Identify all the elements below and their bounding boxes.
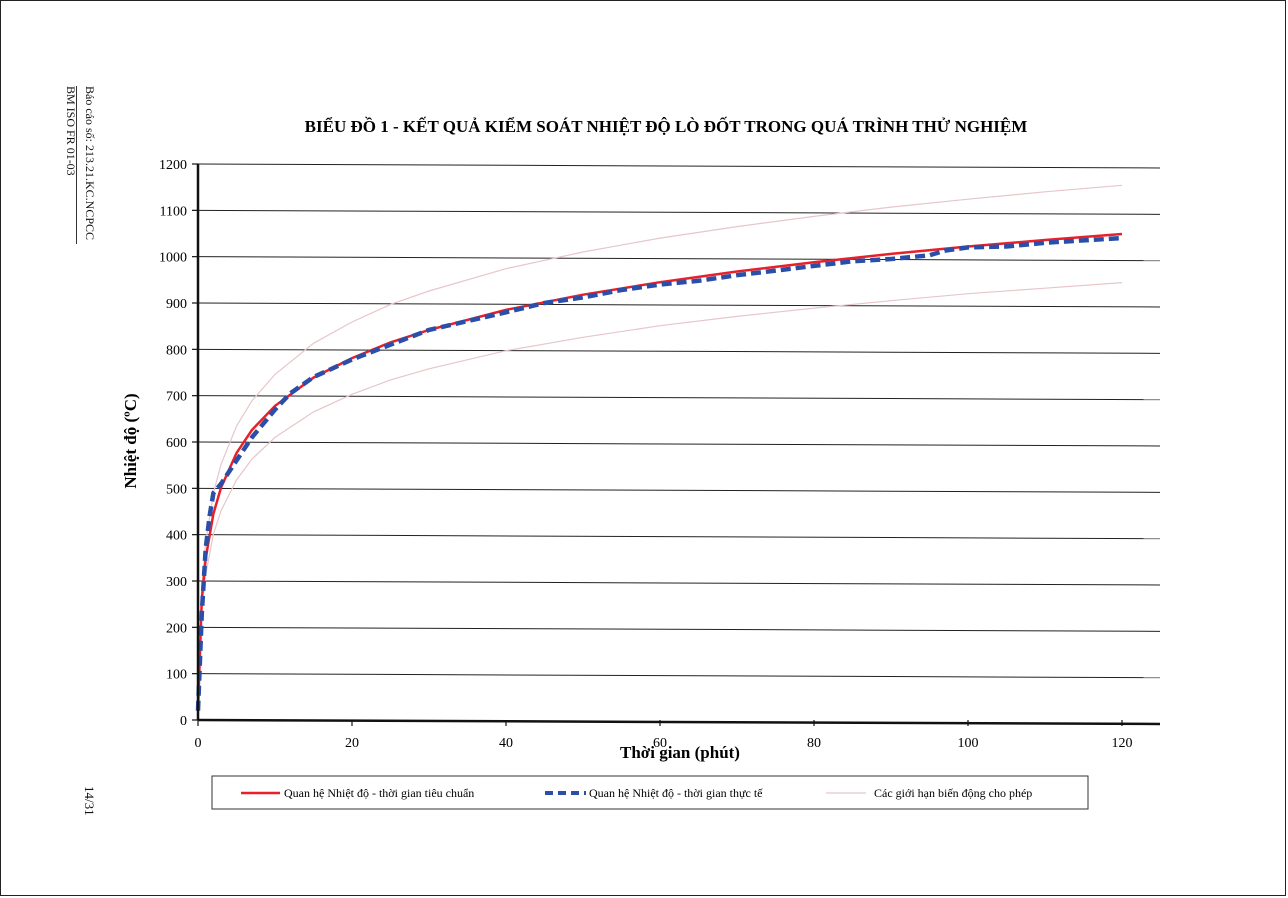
gridline-y-200 bbox=[197, 626, 1161, 632]
gridline-y-100 bbox=[197, 673, 1161, 679]
gridline-y-300 bbox=[197, 580, 1161, 586]
y-tick-label-600: 600 bbox=[166, 436, 187, 451]
y-tick-label-800: 800 bbox=[166, 343, 187, 358]
x-tick-label-40: 40 bbox=[499, 736, 513, 751]
legend-box bbox=[211, 775, 1089, 810]
gridline-y-1100 bbox=[197, 209, 1161, 215]
y-tick-label-900: 900 bbox=[166, 297, 187, 312]
gridline-y-700 bbox=[197, 395, 1161, 401]
y-tick-label-400: 400 bbox=[166, 529, 187, 544]
gridline-y-400 bbox=[197, 534, 1161, 540]
x-tick-label-20: 20 bbox=[345, 736, 359, 751]
axes bbox=[192, 163, 1161, 726]
gridline-y-1200 bbox=[197, 163, 1161, 169]
series-layer bbox=[195, 184, 1123, 712]
y-tick-label-500: 500 bbox=[166, 482, 187, 497]
x-tick-label-100: 100 bbox=[958, 736, 979, 751]
y-tick-label-0: 0 bbox=[180, 714, 187, 729]
chart-title: BIỂU ĐỒ 1 - KẾT QUẢ KIỂM SOÁT NHIỆT ĐỘ L… bbox=[305, 116, 1028, 136]
gridline-y-600 bbox=[197, 441, 1161, 447]
legend: Quan hệ Nhiệt độ - thời gian tiêu chuẩn … bbox=[211, 775, 1089, 810]
y-tick-label-1000: 1000 bbox=[159, 251, 187, 266]
series-lower-limit-line bbox=[197, 282, 1123, 712]
series-actual-line bbox=[195, 235, 1123, 711]
gridline-y-800 bbox=[197, 348, 1161, 354]
legend-label-limits: Các giới hạn biến động cho phép bbox=[874, 786, 1032, 800]
side-divider bbox=[76, 86, 77, 244]
y-tick-label-200: 200 bbox=[166, 621, 187, 636]
grid-lines bbox=[197, 163, 1161, 679]
gridline-y-1000 bbox=[197, 256, 1161, 262]
legend-label-actual: Quan hệ Nhiệt độ - thời gian thực tế bbox=[589, 786, 763, 800]
x-axis-line bbox=[197, 718, 1161, 726]
y-tick-label-1200: 1200 bbox=[159, 158, 187, 173]
y-tick-label-1100: 1100 bbox=[160, 204, 187, 219]
x-tick-label-80: 80 bbox=[807, 736, 821, 751]
y-axis-title: Nhiệt độ (ºC) bbox=[121, 393, 140, 488]
x-tick-label-0: 0 bbox=[195, 736, 202, 751]
gridline-y-900 bbox=[197, 302, 1161, 308]
x-tick-label-120: 120 bbox=[1112, 736, 1133, 751]
series-upper-limit-line bbox=[197, 184, 1123, 710]
y-tick-label-700: 700 bbox=[166, 390, 187, 405]
x-axis-title: Thời gian (phút) bbox=[620, 743, 740, 762]
y-tick-label-300: 300 bbox=[166, 575, 187, 590]
gridline-y-500 bbox=[197, 487, 1161, 493]
x-tick-label-60: 60 bbox=[653, 736, 667, 751]
legend-label-standard: Quan hệ Nhiệt độ - thời gian tiêu chuẩn bbox=[284, 786, 474, 800]
tick-labels: 0100200300400500600700800900100011001200… bbox=[159, 158, 1133, 751]
y-tick-label-100: 100 bbox=[166, 668, 187, 683]
series-standard-line bbox=[196, 232, 1123, 711]
